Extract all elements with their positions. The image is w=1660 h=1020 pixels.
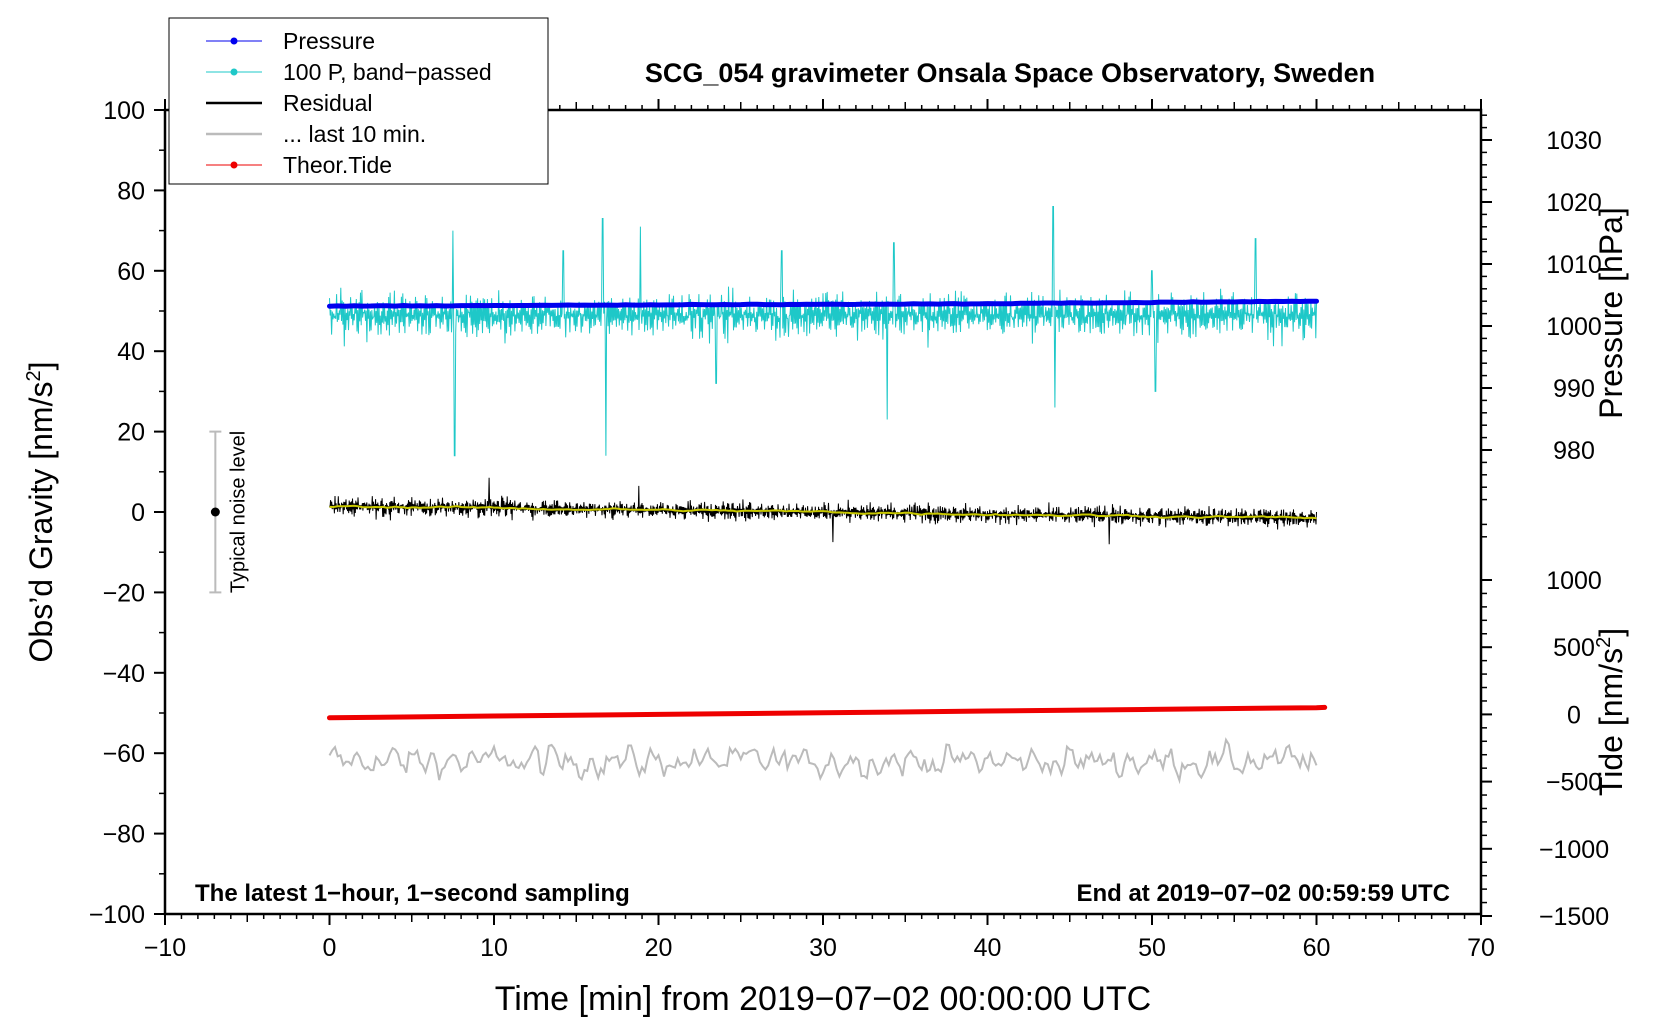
x-tick-label: 30: [809, 934, 837, 962]
series-residual-smoothed-line: [329, 504, 1317, 520]
y-axis-label-left: Obs’d Gravity [nm/s2]: [23, 362, 59, 663]
legend-marker: [230, 68, 238, 76]
y-tick-label: 60: [117, 258, 145, 286]
series-layer: [327, 206, 1328, 785]
legend-box: [168, 17, 549, 185]
y-tick-label: 80: [117, 177, 145, 205]
x-tick-label: 70: [1467, 934, 1495, 962]
legend: Pressure 100 P, band−passed Residual ... la…: [168, 17, 549, 185]
chart-title: SCG_054 gravimeter Onsala Space Observat…: [645, 58, 1375, 88]
x-tick-label: 20: [645, 934, 673, 962]
legend-label: Pressure: [283, 28, 375, 54]
x-tick-label: 50: [1138, 934, 1166, 962]
legend-items: Pressure 100 P, band−passed Residual ... la…: [206, 28, 492, 178]
tide-tick-label: 500: [1553, 634, 1595, 662]
pressure-tick-label: 980: [1553, 437, 1595, 465]
y-tick-label: −100: [89, 901, 145, 929]
y-tick-label: 20: [117, 419, 145, 447]
noise-level-label: Typical noise level: [227, 431, 249, 593]
legend-label: 100 P, band−passed: [283, 59, 492, 85]
x-tick-label: −10: [144, 934, 186, 962]
legend-marker: [230, 37, 238, 45]
pressure-tick-label: 1000: [1546, 313, 1602, 341]
tide-tick-label: 1000: [1546, 567, 1602, 595]
x-tick-label: 10: [480, 934, 508, 962]
tide-tick-label: 0: [1567, 701, 1581, 729]
annotation-sampling: The latest 1−hour, 1−second sampling: [195, 880, 630, 907]
annotation-end-time: End at 2019−07−02 00:59:59 UTC: [1076, 880, 1450, 907]
pressure-tick-label: 1020: [1546, 189, 1602, 217]
noise-indicator: Typical noise level: [209, 430, 249, 594]
legend-label: Residual: [283, 90, 373, 116]
series-pressure-bandpassed-line: [329, 206, 1317, 457]
tide-tick-label: −1500: [1539, 903, 1609, 931]
y-tick-label: 100: [103, 97, 145, 125]
y-tick-label: −20: [103, 579, 145, 607]
legend-label: ... last 10 min.: [283, 121, 426, 147]
x-axis-label: Time [min] from 2019−07−02 00:00:00 UTC: [495, 980, 1151, 1018]
x-tick-label: 40: [974, 934, 1002, 962]
pressure-tick-label: 1030: [1546, 127, 1602, 155]
noise-bar-center-dot: [210, 507, 220, 517]
y-tick-label: 40: [117, 338, 145, 366]
y-tick-label: −60: [103, 740, 145, 768]
y-tick-label: −40: [103, 660, 145, 688]
tide-tick-label: −500: [1546, 769, 1602, 797]
y-tick-label: 0: [131, 499, 145, 527]
x-tick-label: 0: [323, 934, 337, 962]
series-last-10-min-line: [328, 737, 1318, 785]
series-pressure-line: [327, 298, 1319, 309]
legend-label: Theor.Tide: [283, 152, 392, 178]
y-tick-label: −80: [103, 821, 145, 849]
pressure-tick-label: 1010: [1546, 251, 1602, 279]
legend-marker: [230, 161, 238, 169]
tide-tick-label: −1000: [1539, 836, 1609, 864]
pressure-tick-label: 990: [1553, 375, 1595, 403]
y-axis-label-pressure: Pressure [hPa]: [1593, 207, 1629, 419]
x-tick-label: 60: [1303, 934, 1331, 962]
series-tide-line: [327, 704, 1328, 721]
y-axis-label-tide: Tide [nm/s2]: [1593, 628, 1629, 796]
axes: −10 0 10 20 30 40 50 60 70−100−80−60−40−20020406…: [89, 97, 1609, 962]
